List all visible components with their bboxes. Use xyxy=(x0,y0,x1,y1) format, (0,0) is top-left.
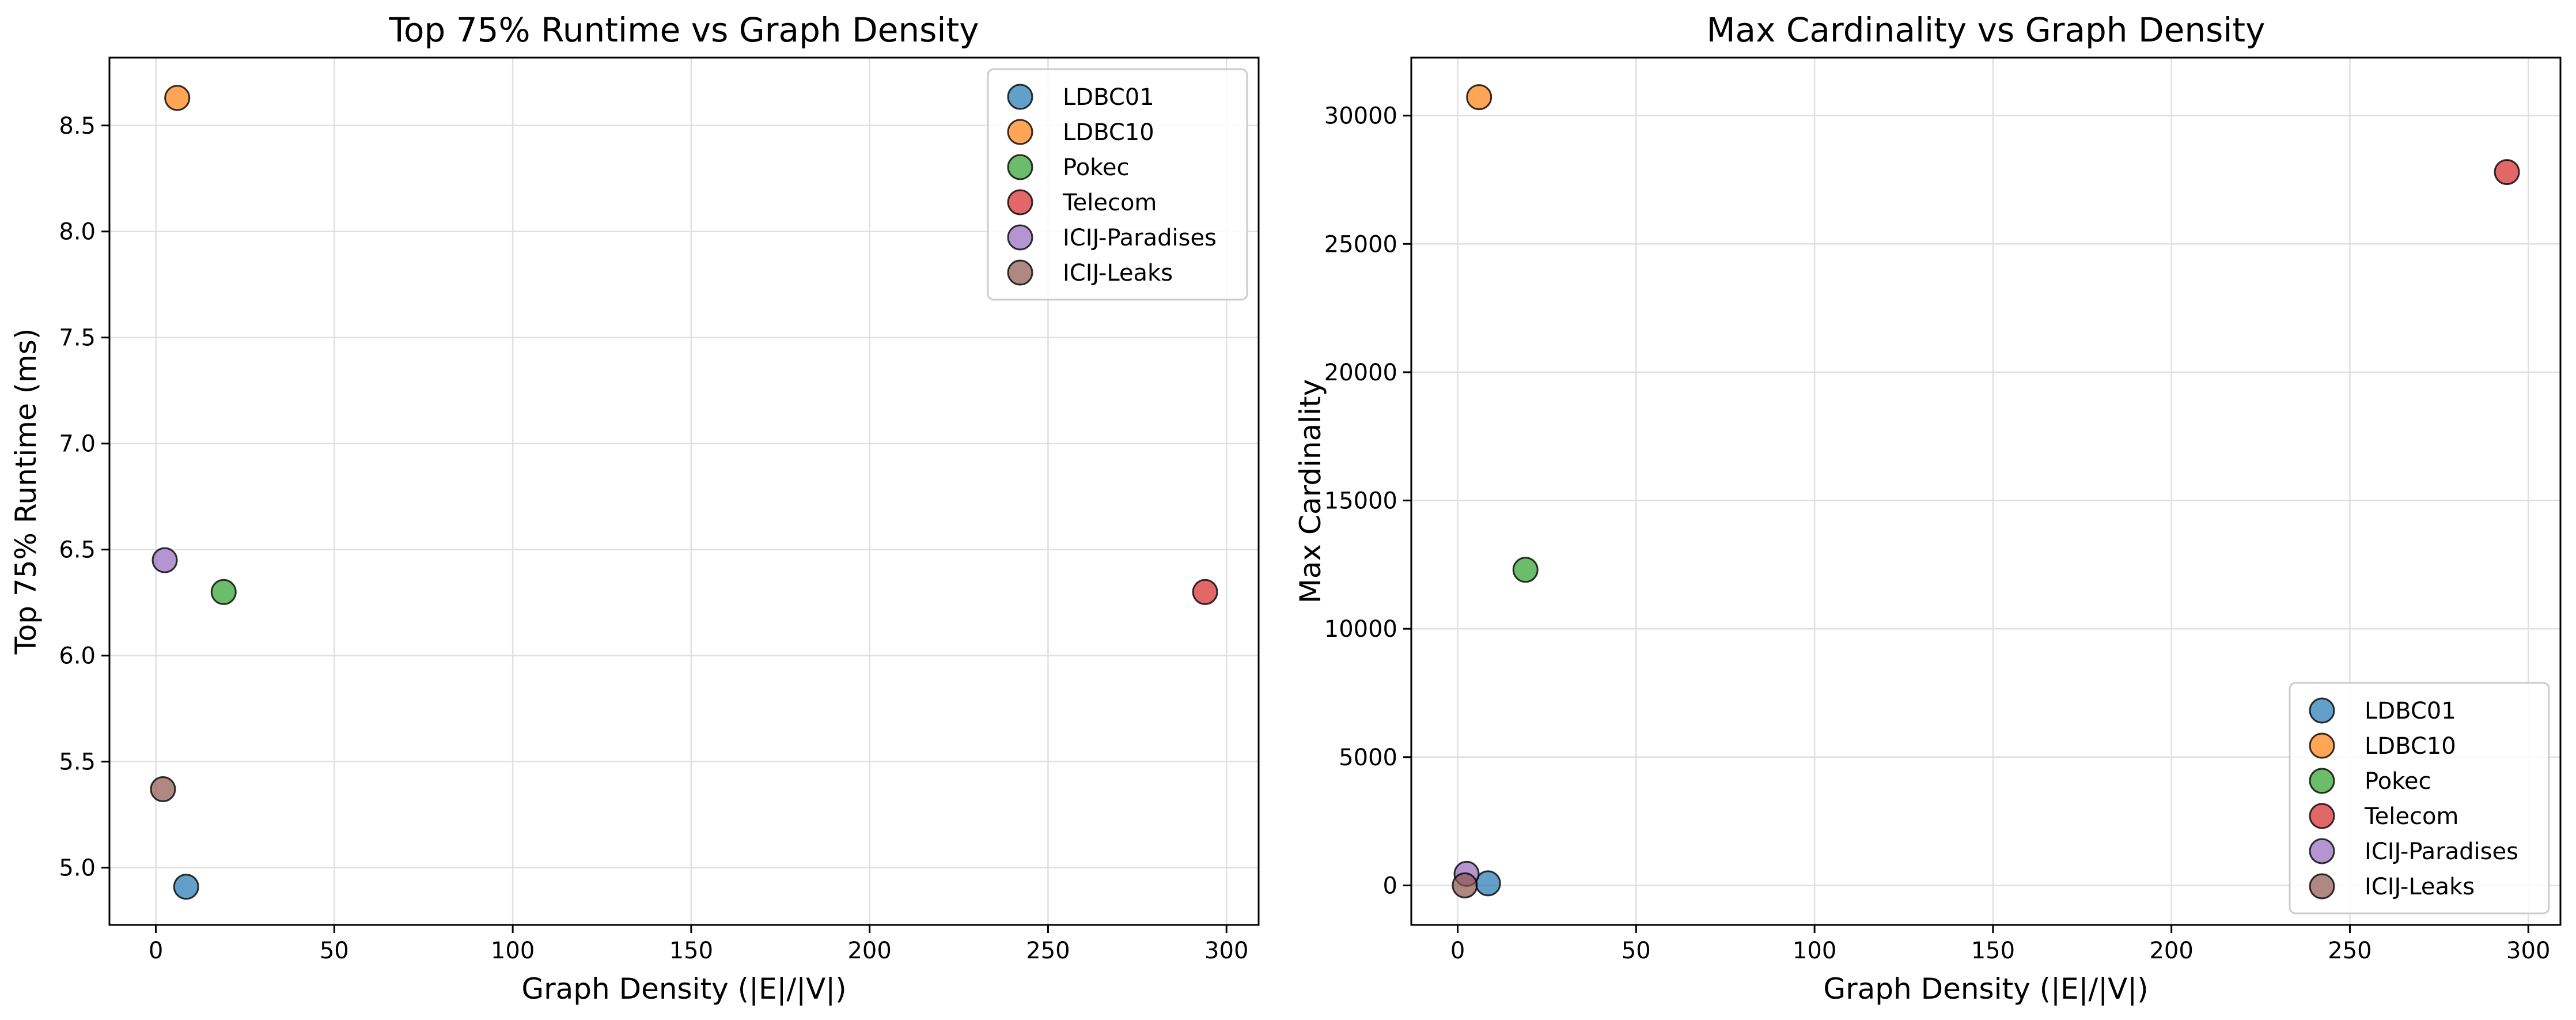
data-point-telecom xyxy=(1192,579,1218,605)
legend-marker-ldbc01 xyxy=(2309,697,2335,724)
y-tick-label: 7.5 xyxy=(59,325,96,352)
legend-marker-ldbc10 xyxy=(2309,732,2335,759)
axes-frame xyxy=(108,56,1260,926)
legend-marker-icij-paradises xyxy=(2309,838,2335,864)
x-axis-label: Graph Density (|E|/|V|) xyxy=(521,972,846,1006)
x-tick-label: 50 xyxy=(320,938,349,964)
legend-label: LDBC10 xyxy=(2365,733,2456,760)
x-tick-label: 200 xyxy=(2149,938,2193,964)
x-tick-label: 250 xyxy=(1026,938,1070,964)
legend-label: ICIJ-Leaks xyxy=(2365,874,2475,900)
data-point-ldbc10 xyxy=(164,85,191,111)
x-tick-label: 150 xyxy=(669,938,713,964)
legend-label: ICIJ-Leaks xyxy=(1063,260,1173,286)
x-tick-label: 0 xyxy=(1450,938,1465,964)
y-tick-label: 8.5 xyxy=(59,113,96,139)
x-tick-label: 50 xyxy=(1622,938,1651,964)
legend-label: LDBC01 xyxy=(2365,698,2456,724)
y-tick-label: 8.0 xyxy=(59,219,96,245)
legend-label: LDBC10 xyxy=(1063,119,1154,146)
y-tick-label: 6.0 xyxy=(59,643,96,670)
y-tick-label: 6.5 xyxy=(59,537,96,564)
legend-marker-telecom xyxy=(2309,803,2335,829)
legend-marker-icij-leaks xyxy=(2309,873,2335,900)
legend-box xyxy=(987,68,1248,301)
data-point-telecom xyxy=(2494,159,2520,186)
legend-label: LDBC01 xyxy=(1063,84,1154,111)
x-tick-label: 300 xyxy=(2506,938,2550,964)
y-tick-label: 20000 xyxy=(1324,360,1397,386)
y-tick-label: 5.0 xyxy=(59,855,96,882)
y-tick-label: 25000 xyxy=(1324,231,1397,258)
axes-frame xyxy=(1410,56,2562,926)
legend-label: Pokec xyxy=(2365,768,2431,795)
chart-title: Top 75% Runtime vs Graph Density xyxy=(388,10,979,50)
data-point-pokec xyxy=(1512,557,1539,583)
y-tick-label: 30000 xyxy=(1324,103,1397,130)
x-tick-label: 100 xyxy=(491,938,535,964)
legend-marker-icij-leaks xyxy=(1007,259,1033,286)
chart-title: Max Cardinality vs Graph Density xyxy=(1707,10,2266,50)
legend-marker-ldbc10 xyxy=(1007,119,1033,145)
data-point-ldbc01 xyxy=(173,874,199,900)
data-point-ldbc01 xyxy=(1475,870,1501,897)
legend-marker-icij-paradises xyxy=(1007,224,1033,251)
x-axis-label: Graph Density (|E|/|V|) xyxy=(1823,972,2148,1006)
data-point-ldbc10 xyxy=(1466,84,1492,111)
y-tick-label: 7.0 xyxy=(59,431,96,458)
x-tick-label: 0 xyxy=(149,938,163,964)
chart-panel-1: 0 50 100 150 200 250 300 5.0 5.5 6.0 6.5 7.0 7.5 8.0 8… xyxy=(9,10,1260,1006)
legend-label: Telecom xyxy=(1062,190,1157,216)
legend-label: ICIJ-Paradises xyxy=(1063,225,1217,251)
legend: LDBC01 LDBC10 Pokec Telecom ICIJ-Paradises IC… xyxy=(2289,682,2550,915)
x-tick-label: 150 xyxy=(1971,938,2015,964)
legend-box xyxy=(2289,682,2550,915)
legend-marker-pokec xyxy=(1007,154,1033,180)
chart-panel-2: 0 50 100 150 200 250 300 0 5000 10000 15000 20000 25… xyxy=(1294,10,2562,1006)
x-tick-label: 100 xyxy=(1793,938,1836,964)
y-tick-label: 10000 xyxy=(1324,616,1397,643)
x-tick-label: 200 xyxy=(847,938,891,964)
legend-label: Pokec xyxy=(1063,154,1130,181)
y-tick-label: 5.5 xyxy=(59,749,96,776)
y-tick-label: 5000 xyxy=(1339,745,1397,771)
legend-label: Telecom xyxy=(2364,803,2458,830)
data-point-icij-leaks xyxy=(1452,872,1478,898)
data-point-icij-paradises xyxy=(151,547,178,573)
legend-marker-ldbc01 xyxy=(1007,84,1033,110)
y-tick-label: 0 xyxy=(1383,872,1397,899)
data-point-pokec xyxy=(210,579,237,605)
legend-label: ICIJ-Paradises xyxy=(2365,838,2518,865)
data-point-icij-leaks xyxy=(150,776,176,802)
legend-marker-telecom xyxy=(1007,189,1033,216)
y-tick-label: 15000 xyxy=(1324,488,1397,515)
y-axis-label: Max Cardinality xyxy=(1294,379,1327,603)
legend-marker-pokec xyxy=(2309,768,2335,794)
y-axis-label: Top 75% Runtime (ms) xyxy=(9,328,43,655)
x-tick-label: 250 xyxy=(2328,938,2372,964)
x-tick-label: 300 xyxy=(1204,938,1248,964)
legend: LDBC01 LDBC10 Pokec Telecom ICIJ-Paradises IC… xyxy=(987,68,1248,301)
